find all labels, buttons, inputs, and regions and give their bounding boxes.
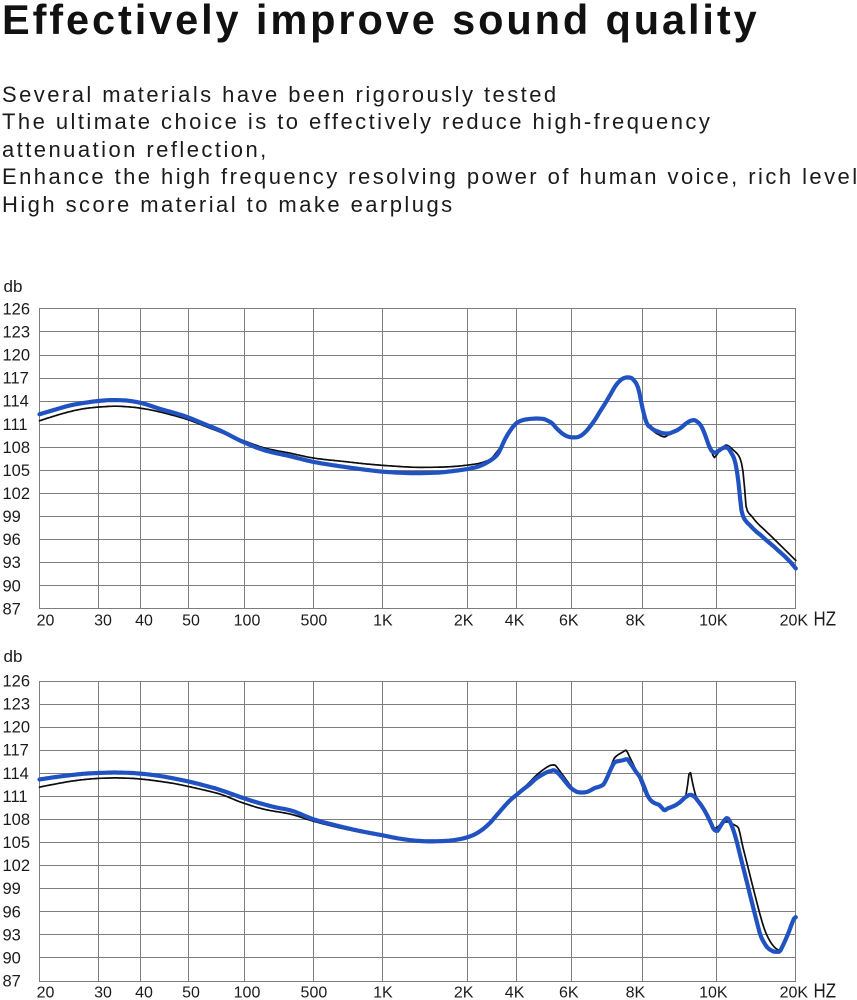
svg-text:108: 108 bbox=[3, 439, 31, 457]
svg-text:20: 20 bbox=[37, 985, 55, 1000]
svg-text:30: 30 bbox=[94, 613, 112, 630]
svg-text:8K: 8K bbox=[626, 985, 646, 1000]
svg-text:93: 93 bbox=[3, 926, 21, 944]
svg-text:123: 123 bbox=[3, 696, 31, 714]
svg-text:500: 500 bbox=[301, 985, 328, 1000]
svg-text:500: 500 bbox=[301, 613, 328, 630]
svg-text:102: 102 bbox=[3, 857, 31, 875]
svg-text:120: 120 bbox=[3, 719, 31, 737]
svg-text:20: 20 bbox=[37, 613, 55, 630]
svg-text:6K: 6K bbox=[559, 985, 579, 1000]
svg-text:HZ: HZ bbox=[814, 608, 837, 631]
svg-text:96: 96 bbox=[3, 531, 21, 549]
svg-text:99: 99 bbox=[3, 880, 21, 898]
svg-text:93: 93 bbox=[3, 554, 21, 572]
svg-text:117: 117 bbox=[3, 742, 29, 760]
svg-text:111: 111 bbox=[3, 416, 28, 434]
svg-text:30: 30 bbox=[94, 985, 112, 1000]
svg-text:117: 117 bbox=[3, 370, 29, 388]
svg-text:114: 114 bbox=[3, 393, 29, 411]
svg-text:111: 111 bbox=[3, 788, 28, 806]
svg-text:102: 102 bbox=[3, 485, 31, 503]
svg-text:1K: 1K bbox=[373, 985, 393, 1000]
svg-text:105: 105 bbox=[3, 462, 31, 480]
svg-text:108: 108 bbox=[3, 811, 31, 829]
svg-text:6K: 6K bbox=[559, 613, 579, 630]
svg-text:db: db bbox=[4, 277, 23, 296]
svg-text:1K: 1K bbox=[373, 613, 393, 630]
svg-text:2K: 2K bbox=[454, 985, 474, 1000]
svg-text:8K: 8K bbox=[626, 613, 646, 630]
svg-text:50: 50 bbox=[182, 613, 200, 630]
svg-text:40: 40 bbox=[135, 613, 153, 630]
svg-text:2K: 2K bbox=[454, 613, 474, 630]
svg-text:120: 120 bbox=[3, 347, 31, 365]
svg-text:20K: 20K bbox=[780, 985, 809, 1000]
svg-text:40: 40 bbox=[135, 985, 153, 1000]
svg-text:10K: 10K bbox=[699, 985, 728, 1000]
svg-text:87: 87 bbox=[3, 973, 21, 991]
svg-text:4K: 4K bbox=[505, 613, 525, 630]
svg-text:90: 90 bbox=[3, 577, 21, 595]
svg-text:50: 50 bbox=[182, 985, 200, 1000]
svg-text:10K: 10K bbox=[699, 613, 728, 630]
svg-text:105: 105 bbox=[3, 834, 31, 852]
svg-text:20K: 20K bbox=[780, 613, 809, 630]
svg-text:96: 96 bbox=[3, 903, 21, 921]
svg-text:db: db bbox=[4, 647, 23, 666]
svg-text:126: 126 bbox=[3, 673, 31, 691]
svg-text:HZ: HZ bbox=[814, 980, 837, 1000]
svg-text:87: 87 bbox=[3, 600, 21, 618]
svg-text:100: 100 bbox=[234, 985, 261, 1000]
svg-text:126: 126 bbox=[3, 300, 31, 318]
svg-text:114: 114 bbox=[3, 765, 29, 783]
svg-text:90: 90 bbox=[3, 949, 21, 967]
svg-text:100: 100 bbox=[234, 613, 261, 630]
svg-text:4K: 4K bbox=[505, 985, 525, 1000]
svg-text:99: 99 bbox=[3, 508, 21, 526]
svg-text:123: 123 bbox=[3, 324, 31, 342]
